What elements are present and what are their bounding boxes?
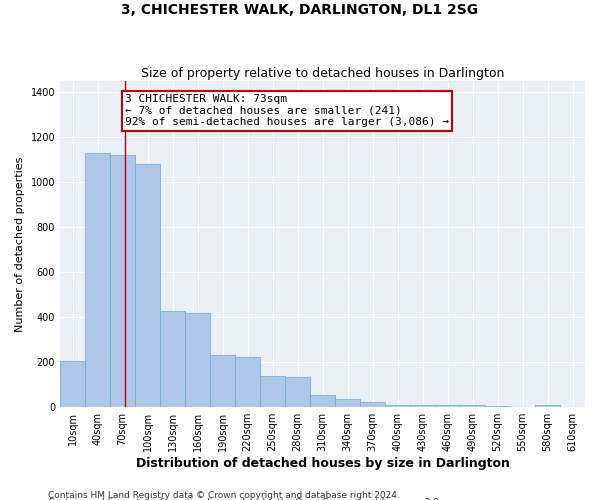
Title: Size of property relative to detached houses in Darlington: Size of property relative to detached ho… (141, 66, 504, 80)
Bar (285, 377, 310, 407)
Bar (360, 402, 385, 407)
Bar (335, 400, 360, 407)
Bar (235, 356, 260, 407)
Bar (135, 164, 160, 407)
Bar (460, 406, 485, 407)
Bar (160, 312, 185, 407)
Bar (310, 395, 335, 407)
Bar (260, 376, 285, 407)
Y-axis label: Number of detached properties: Number of detached properties (15, 156, 25, 332)
X-axis label: Distribution of detached houses by size in Darlington: Distribution of detached houses by size … (136, 457, 509, 470)
Bar (385, 404, 410, 407)
Bar (485, 406, 510, 407)
Text: 3 CHICHESTER WALK: 73sqm
← 7% of detached houses are smaller (241)
92% of semi-d: 3 CHICHESTER WALK: 73sqm ← 7% of detache… (125, 94, 449, 128)
Bar (60, 361, 85, 407)
Bar (210, 356, 235, 407)
Text: Contains HM Land Registry data © Crown copyright and database right 2024.: Contains HM Land Registry data © Crown c… (48, 490, 400, 500)
Bar (85, 152, 110, 407)
Bar (110, 155, 135, 407)
Text: Contains public sector information licensed under the Open Government Licence v3: Contains public sector information licen… (48, 498, 442, 500)
Bar (435, 405, 460, 407)
Bar (410, 405, 435, 407)
Bar (185, 312, 210, 407)
Bar (535, 406, 560, 407)
Text: 3, CHICHESTER WALK, DARLINGTON, DL1 2SG: 3, CHICHESTER WALK, DARLINGTON, DL1 2SG (121, 2, 479, 16)
